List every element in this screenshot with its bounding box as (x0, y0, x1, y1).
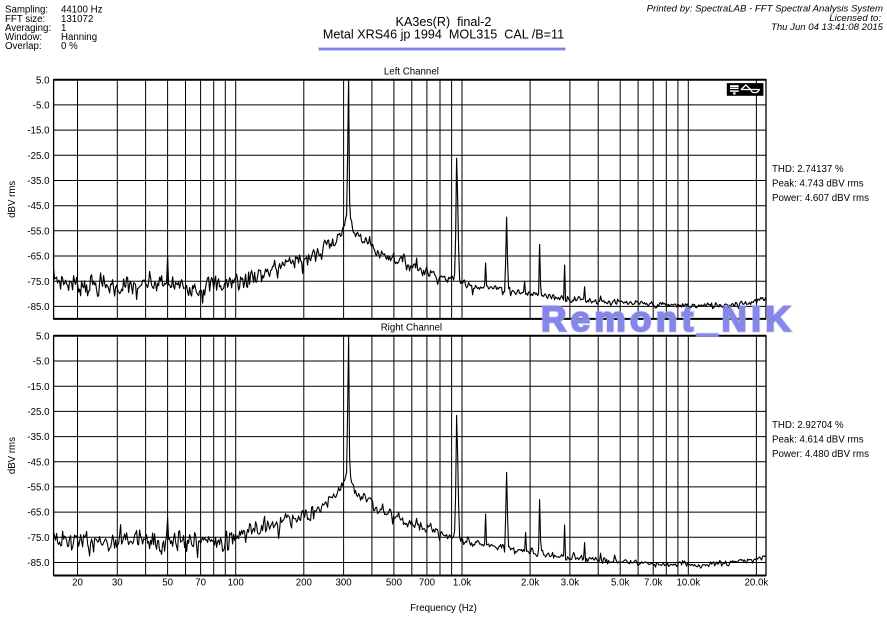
svg-text:Overlap:: Overlap: (5, 41, 42, 52)
svg-text:-45.0: -45.0 (27, 201, 50, 212)
svg-text:Right Channel: Right Channel (381, 323, 442, 334)
svg-text:10.0k: 10.0k (676, 578, 700, 589)
svg-text:Peak: 4.614 dBV rms: Peak: 4.614 dBV rms (772, 435, 864, 446)
svg-text:7.0k: 7.0k (644, 578, 662, 589)
svg-text:Window:: Window: (5, 32, 42, 43)
svg-text:-15.0: -15.0 (27, 382, 50, 393)
svg-text:70: 70 (195, 578, 206, 589)
svg-text:0 %: 0 % (61, 41, 78, 52)
svg-text:-35.0: -35.0 (27, 176, 50, 187)
svg-text:700: 700 (419, 578, 436, 589)
svg-text:2.0k: 2.0k (521, 578, 539, 589)
svg-text:-15.0: -15.0 (27, 126, 50, 137)
svg-text:-5.0: -5.0 (33, 101, 50, 112)
svg-text:dBV rms: dBV rms (7, 437, 18, 474)
svg-text:Metal XRS46 jp 1994 MOL315 C: Metal XRS46 jp 1994 MOL315 CAL /B=11 (323, 28, 564, 42)
svg-text:Power: 4.607 dBV rms: Power: 4.607 dBV rms (772, 193, 869, 204)
svg-text:20.0k: 20.0k (745, 578, 769, 589)
svg-text:Frequency (Hz): Frequency (Hz) (410, 603, 477, 614)
svg-text:dBV rms: dBV rms (7, 181, 18, 218)
svg-text:Left Channel: Left Channel (384, 66, 439, 77)
svg-text:-35.0: -35.0 (27, 432, 50, 443)
svg-text:-65.0: -65.0 (27, 508, 50, 519)
svg-text:5.0: 5.0 (36, 75, 50, 86)
svg-text:5.0k: 5.0k (611, 578, 629, 589)
svg-text:Averaging:: Averaging: (5, 23, 51, 34)
svg-text:-85.0: -85.0 (27, 302, 50, 313)
svg-text:-55.0: -55.0 (27, 226, 50, 237)
svg-text:Hanning: Hanning (61, 32, 97, 43)
svg-text:THD: 2.74137 %: THD: 2.74137 % (772, 164, 844, 175)
svg-text:Thu Jun 04 13:41:08 2015: Thu Jun 04 13:41:08 2015 (771, 22, 884, 33)
svg-text:-55.0: -55.0 (27, 483, 50, 494)
svg-text:3.0k: 3.0k (561, 578, 579, 589)
svg-text:-75.0: -75.0 (27, 277, 50, 288)
svg-text:200: 200 (296, 578, 313, 589)
svg-text:100: 100 (228, 578, 245, 589)
svg-text:131072: 131072 (61, 14, 93, 25)
svg-text:500: 500 (386, 578, 403, 589)
svg-text:44100 Hz: 44100 Hz (61, 5, 103, 16)
svg-text:-5.0: -5.0 (33, 357, 50, 368)
svg-text:1.0k: 1.0k (453, 578, 471, 589)
svg-text:Sampling:: Sampling: (5, 5, 48, 16)
svg-text:-25.0: -25.0 (27, 407, 50, 418)
svg-text:Printed by: SpectraLAB - FFT S: Printed by: SpectraLAB - FFT Spectral An… (647, 4, 883, 15)
svg-text:THD: 2.92704 %: THD: 2.92704 % (772, 420, 844, 431)
svg-text:5.0: 5.0 (36, 331, 50, 342)
svg-text:Power: 4.480 dBV rms: Power: 4.480 dBV rms (772, 449, 869, 460)
svg-text:FFT size:: FFT size: (5, 14, 45, 25)
svg-text:Licensed to:: Licensed to: (829, 13, 881, 24)
svg-text:Remont_NIK: Remont_NIK (541, 300, 795, 339)
svg-text:1: 1 (61, 23, 66, 34)
svg-text:Peak: 4.743 dBV rms: Peak: 4.743 dBV rms (772, 179, 864, 190)
svg-text:20: 20 (72, 578, 83, 589)
svg-text:-65.0: -65.0 (27, 252, 50, 263)
svg-text:30: 30 (112, 578, 123, 589)
svg-text:-25.0: -25.0 (27, 151, 50, 162)
svg-text:300: 300 (336, 578, 353, 589)
svg-text:KA3es(R) final-2: KA3es(R) final-2 (396, 15, 492, 29)
svg-text:50: 50 (162, 578, 173, 589)
svg-text:Remont_NIK: Remont_NIK (541, 300, 795, 339)
svg-text:-85.0: -85.0 (27, 558, 50, 569)
svg-text:-75.0: -75.0 (27, 533, 50, 544)
svg-text:-45.0: -45.0 (27, 457, 50, 468)
